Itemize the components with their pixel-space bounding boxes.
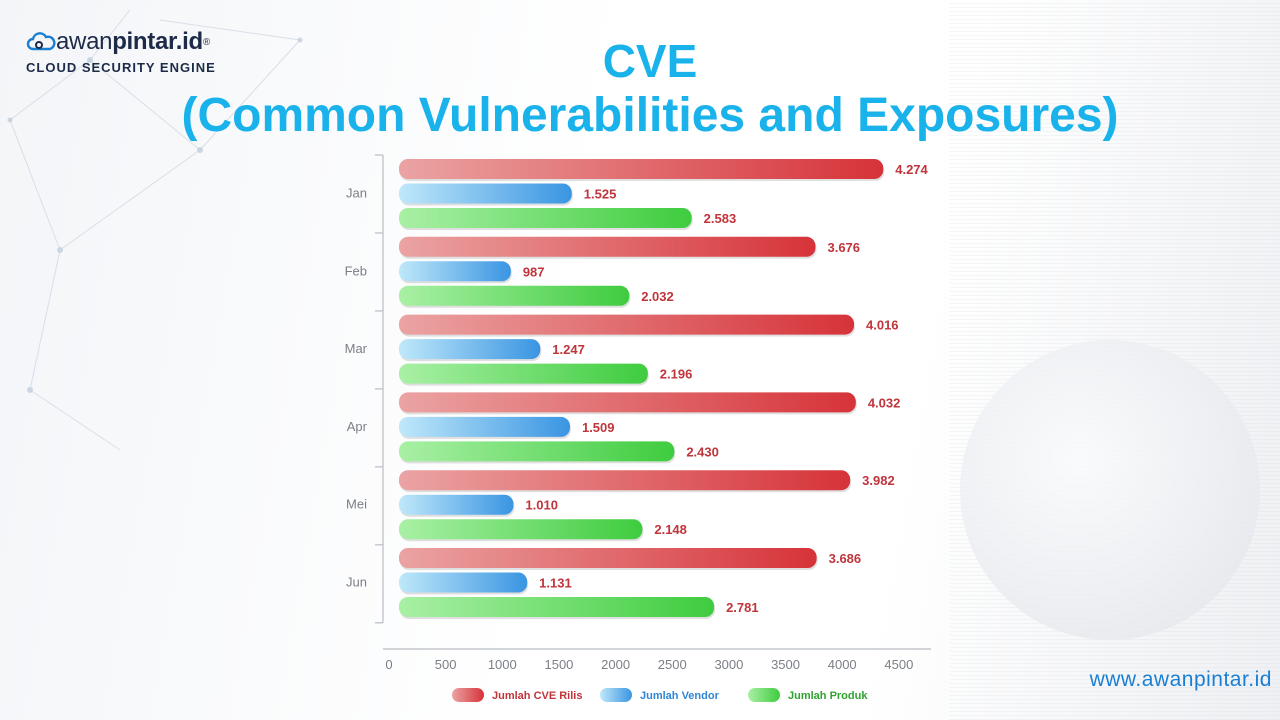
bar bbox=[399, 159, 884, 179]
bar bbox=[399, 470, 851, 491]
category-label: Feb bbox=[345, 263, 367, 278]
category-label: Mei bbox=[346, 497, 367, 512]
data-label: 4.016 bbox=[866, 318, 899, 333]
bar bbox=[399, 261, 511, 282]
bar bbox=[399, 285, 630, 306]
x-tick-label: 500 bbox=[435, 657, 457, 672]
x-tick-label: 1500 bbox=[544, 657, 573, 672]
brand-tagline: CLOUD SECURITY ENGINE bbox=[26, 60, 216, 75]
bar bbox=[399, 597, 715, 617]
category-label: Jan bbox=[346, 186, 367, 201]
page-subtitle: (Common Vulnerabilities and Exposures) bbox=[181, 89, 1119, 142]
bar bbox=[399, 363, 648, 384]
bar bbox=[399, 183, 572, 204]
data-label: 4.032 bbox=[868, 395, 901, 410]
data-label: 2.148 bbox=[654, 522, 687, 537]
cve-bar-chart: Jan 4.274 1.525 2.583 Feb 3.676 987 2.032 Mar 4.0… bbox=[345, 154, 931, 702]
website-link[interactable]: www.awanpintar.id bbox=[1089, 668, 1272, 691]
bar bbox=[399, 494, 514, 515]
legend-label: Jumlah CVE Rilis bbox=[492, 690, 582, 702]
x-tick-label: 4000 bbox=[828, 657, 857, 672]
network-decoration bbox=[7, 9, 303, 451]
data-label: 3.676 bbox=[827, 240, 860, 255]
data-label: 2.032 bbox=[641, 289, 674, 304]
brand-name: awanpintar.id bbox=[56, 28, 203, 56]
data-label: 2.430 bbox=[686, 444, 719, 459]
bar bbox=[399, 441, 675, 462]
legend-label: Jumlah Produk bbox=[788, 690, 868, 702]
data-label: 1.525 bbox=[584, 187, 617, 202]
brand-name-bold: pintar.id bbox=[112, 28, 203, 55]
bar bbox=[399, 236, 816, 257]
data-label: 987 bbox=[523, 264, 545, 279]
brand-name-light: awan bbox=[56, 28, 113, 55]
legend-label: Jumlah Vendor bbox=[640, 690, 720, 702]
x-tick-label: 3500 bbox=[771, 657, 800, 672]
data-label: 1.010 bbox=[525, 498, 558, 513]
data-label: 2.196 bbox=[660, 367, 693, 382]
data-label: 1.509 bbox=[582, 420, 615, 435]
registered-mark: ® bbox=[202, 36, 211, 48]
category-label: Jun bbox=[346, 575, 367, 590]
category-label: Mar bbox=[345, 341, 368, 356]
category-label: Apr bbox=[347, 419, 368, 434]
bar bbox=[399, 339, 541, 360]
x-tick-label: 4500 bbox=[884, 657, 913, 672]
bar bbox=[399, 208, 692, 228]
x-tick-label: 1000 bbox=[488, 657, 517, 672]
legend-swatch bbox=[748, 688, 780, 702]
bar bbox=[399, 314, 855, 335]
data-label: 1.247 bbox=[552, 342, 585, 357]
x-tick-label: 2000 bbox=[601, 657, 630, 672]
data-label: 2.781 bbox=[726, 600, 759, 615]
brand-logo[interactable]: awanpintar.id ® CLOUD SECURITY ENGINE bbox=[26, 28, 216, 75]
cloud-icon bbox=[26, 32, 56, 51]
bar bbox=[399, 519, 643, 540]
data-label: 3.982 bbox=[862, 473, 895, 488]
data-label: 1.131 bbox=[539, 576, 572, 591]
bar bbox=[399, 572, 528, 593]
bar bbox=[399, 392, 856, 413]
legend-swatch bbox=[600, 688, 632, 702]
x-tick-label: 3000 bbox=[714, 657, 743, 672]
x-tick-label: 2500 bbox=[658, 657, 687, 672]
data-label: 4.274 bbox=[895, 162, 928, 177]
legend-swatch bbox=[452, 688, 484, 702]
bar bbox=[399, 548, 817, 568]
data-label: 2.583 bbox=[704, 211, 737, 226]
x-tick-label: 0 bbox=[385, 657, 392, 672]
globe-decoration bbox=[960, 340, 1260, 640]
bar bbox=[399, 416, 570, 437]
page-title: CVE bbox=[602, 35, 698, 87]
data-label: 3.686 bbox=[829, 551, 862, 566]
